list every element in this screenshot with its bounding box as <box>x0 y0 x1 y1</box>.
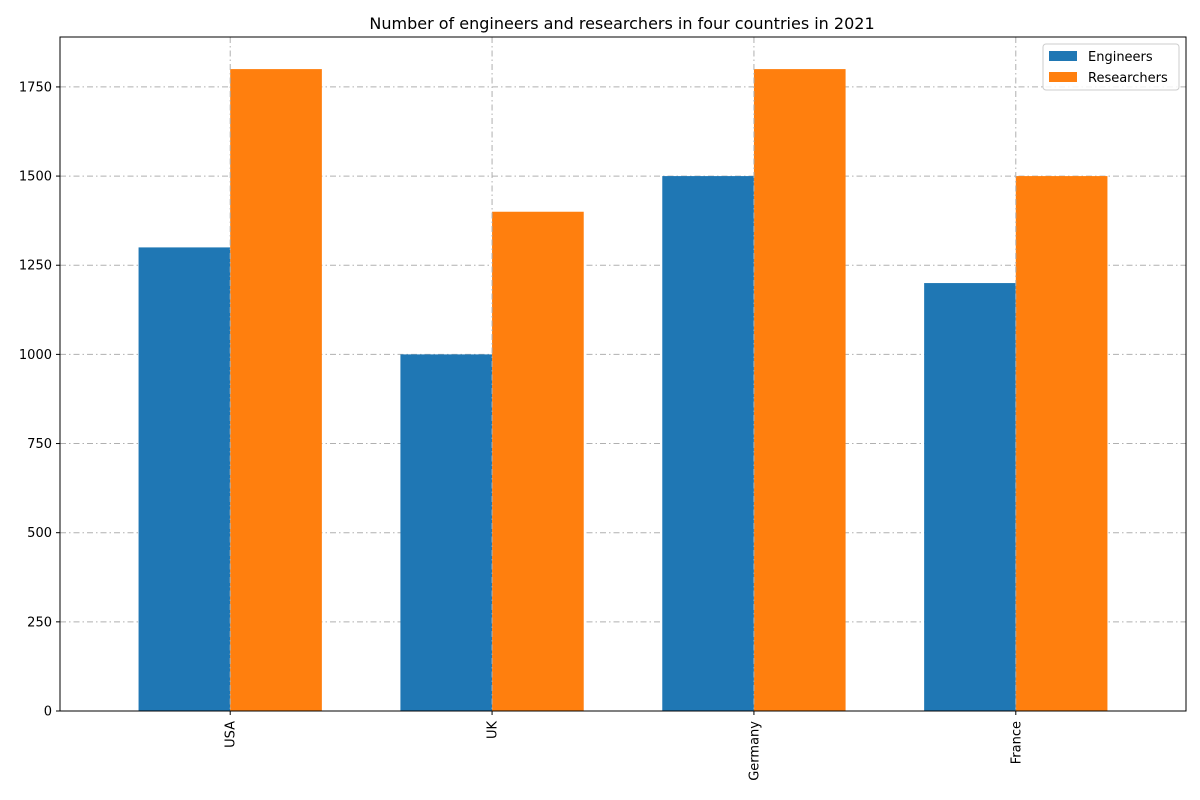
legend-label-researchers: Researchers <box>1088 71 1168 86</box>
bar-engineers-usa <box>138 247 231 712</box>
y-tick-label: 500 <box>27 526 52 541</box>
y-tick-label: 750 <box>27 437 52 452</box>
y-tick-label: 0 <box>44 705 52 720</box>
x-tick-label: UK <box>486 721 501 740</box>
axes: 0 250 500 750 1000 1250 1500 1750 USA UK Germany Fr… <box>19 36 1187 781</box>
bar-researchers-france <box>1015 176 1108 712</box>
y-tick-label: 250 <box>27 615 52 630</box>
legend-swatch-researchers <box>1049 72 1077 82</box>
y-tick-label: 1000 <box>19 348 52 363</box>
bar-engineers-uk <box>400 354 493 711</box>
bar-researchers-uk <box>492 211 584 712</box>
y-tick-label: 1250 <box>19 259 52 274</box>
plot-frame <box>59 36 1187 712</box>
legend-swatch-engineers <box>1049 51 1077 61</box>
x-tick-label: USA <box>224 721 239 748</box>
y-tick-label: 1750 <box>19 80 52 95</box>
legend-label-engineers: Engineers <box>1088 50 1153 65</box>
x-tick-label: Germany <box>747 721 762 781</box>
bar-researchers-usa <box>230 69 322 712</box>
chart-title: Number of engineers and researchers in f… <box>369 14 874 33</box>
bar-engineers-france <box>924 283 1016 711</box>
bar-researchers-germany <box>753 69 846 712</box>
legend: Engineers Researchers <box>1042 43 1180 91</box>
bar-engineers-germany <box>662 176 754 712</box>
bars <box>138 37 1108 712</box>
y-tick-label: 1500 <box>19 170 52 185</box>
x-tick-label: France <box>1009 721 1024 764</box>
